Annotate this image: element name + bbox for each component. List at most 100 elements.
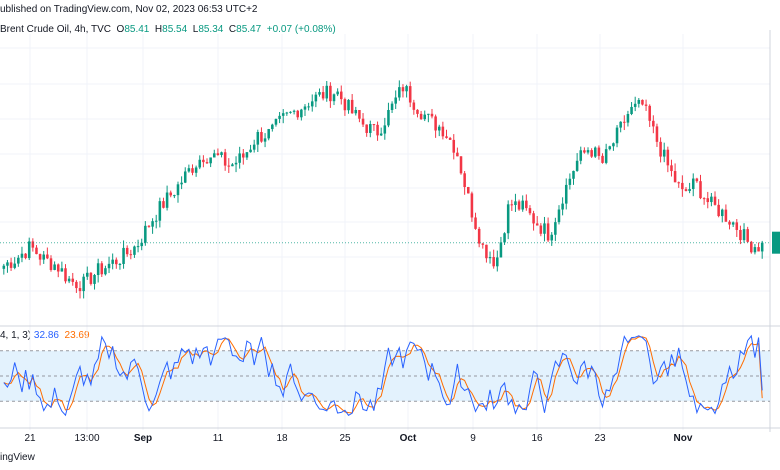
candle-body	[329, 85, 332, 102]
candle-body	[434, 116, 437, 131]
x-tick-label: 18	[276, 433, 288, 444]
candle-body	[129, 254, 133, 256]
candle-body	[274, 118, 278, 125]
candle-body	[289, 111, 292, 113]
candle-body	[561, 203, 564, 210]
candle-body	[445, 136, 448, 138]
candle-body	[532, 213, 535, 224]
candle-body	[263, 138, 267, 142]
candle-body	[144, 225, 147, 243]
candle-body	[358, 109, 361, 119]
candle-body	[641, 99, 644, 105]
candle-body	[659, 141, 662, 157]
candle-body	[597, 147, 601, 156]
candle-body	[86, 272, 89, 277]
candle-body	[78, 288, 82, 292]
candle-body	[209, 157, 212, 164]
candle-body	[753, 247, 757, 253]
candle-body	[546, 223, 550, 241]
candle-body	[310, 101, 314, 107]
candle-body	[13, 263, 16, 268]
candle-body	[517, 201, 521, 210]
close-label: C	[228, 24, 237, 35]
candle-body	[713, 196, 717, 205]
candle-body	[93, 274, 96, 284]
candle-body	[17, 257, 20, 264]
candle-body	[376, 124, 379, 136]
candle-body	[684, 189, 688, 191]
candle-body	[267, 129, 270, 139]
open-value: 85.41	[124, 24, 150, 35]
candle-body	[122, 247, 125, 264]
candle-body	[572, 170, 575, 179]
candle-body	[677, 182, 680, 184]
candle-body	[586, 150, 590, 153]
oscillator-params: 4, 1, 3)	[0, 330, 32, 341]
candle-body	[165, 192, 169, 208]
candle-body	[307, 106, 310, 108]
candle-body	[681, 182, 684, 190]
low-label: L	[192, 24, 199, 35]
x-tick-label: 23	[594, 433, 606, 444]
candle-body	[401, 87, 405, 92]
candle-body	[285, 112, 289, 114]
candle-body	[281, 113, 285, 116]
candle-body	[343, 99, 347, 111]
candle-body	[162, 201, 165, 208]
candle-body	[626, 114, 630, 123]
candle-body	[474, 217, 477, 229]
candle-body	[213, 153, 216, 158]
candle-body	[510, 204, 514, 206]
candle-body	[717, 204, 720, 217]
candle-body	[205, 162, 209, 164]
candle-body	[136, 246, 140, 248]
candle-body	[332, 94, 336, 102]
candle-body	[430, 113, 434, 117]
candle-body	[96, 263, 100, 275]
oscillator-legend[interactable]: 4, 1, 3) 32.86 23.69	[0, 330, 90, 341]
candle-body	[742, 229, 746, 241]
candle-body	[67, 278, 71, 282]
candle-body	[583, 150, 586, 153]
candle-body	[739, 229, 742, 241]
candle-body	[731, 222, 735, 225]
candle-body	[115, 259, 118, 265]
x-tick-label: 21	[24, 433, 36, 444]
candle-body	[176, 184, 180, 196]
candle-body	[379, 133, 383, 136]
candle-body	[757, 247, 760, 252]
k-value: 32.86	[33, 330, 59, 341]
candle-body	[252, 144, 256, 150]
candle-body	[350, 99, 354, 114]
candle-body	[82, 276, 85, 292]
candle-body	[278, 115, 281, 119]
candle-body	[623, 121, 626, 123]
candle-body	[594, 147, 597, 157]
candle-body	[452, 139, 456, 153]
candle-body	[372, 124, 376, 126]
candle-body	[300, 109, 303, 118]
candle-body	[437, 126, 441, 131]
candle-body	[118, 263, 122, 265]
candle-body	[441, 126, 445, 137]
series-k-line	[3, 334, 763, 417]
last-price-marker	[772, 231, 780, 254]
candle-body	[564, 184, 568, 204]
candle-body	[365, 124, 368, 133]
candle-body	[314, 94, 318, 102]
candle-body	[506, 204, 510, 234]
candle-body	[655, 126, 659, 142]
candle-body	[154, 220, 158, 222]
candle-body	[60, 268, 64, 272]
candle-body	[6, 262, 9, 266]
candle-body	[470, 193, 474, 218]
candle-body	[354, 109, 358, 114]
candle-body	[147, 225, 151, 227]
low-value: 85.34	[198, 24, 224, 35]
candle-body	[503, 233, 506, 243]
candle-body	[75, 281, 78, 289]
candle-body	[619, 121, 622, 128]
symbol-name[interactable]: Brent Crude Oil, 4h, TVC	[0, 24, 111, 35]
symbol-legend: Brent Crude Oil, 4h, TVC O85.41 H85.54 L…	[0, 24, 336, 35]
